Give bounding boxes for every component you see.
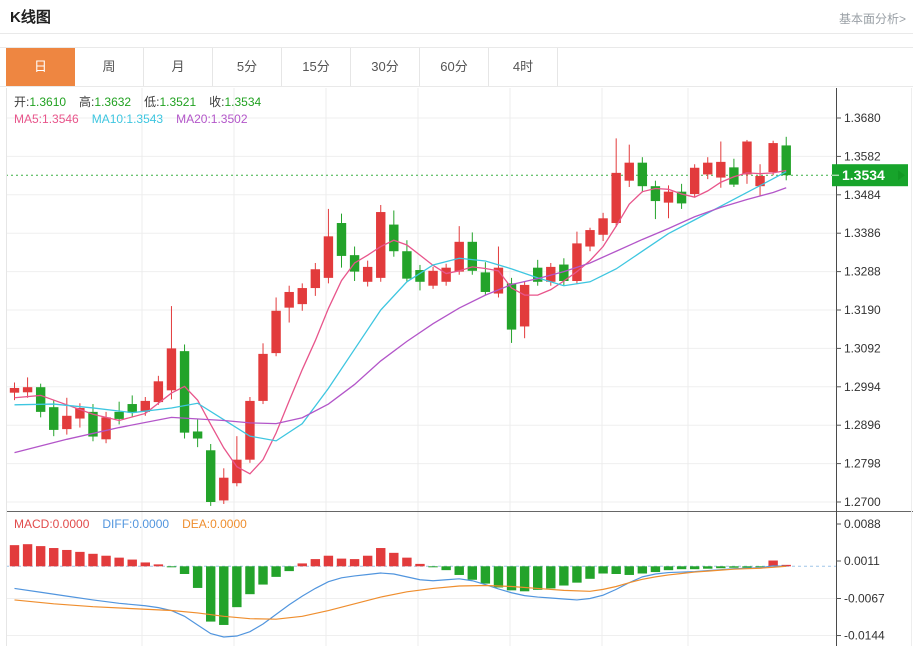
macd-legend: MACD:0.0000 DIFF:0.0000 DEA:0.0000 bbox=[14, 517, 260, 531]
svg-text:0.0088: 0.0088 bbox=[844, 517, 881, 531]
svg-text:1.3092: 1.3092 bbox=[844, 341, 881, 355]
svg-text:1.2700: 1.2700 bbox=[844, 495, 881, 509]
tab-month[interactable]: 月 bbox=[144, 48, 213, 86]
diff-line bbox=[14, 565, 787, 638]
svg-text:-0.0144: -0.0144 bbox=[844, 629, 885, 643]
legend-item: 收:1.3534 bbox=[209, 95, 262, 109]
legend-item: MACD:0.0000 bbox=[14, 517, 90, 531]
ohlc-legend: 开:1.3610 高:1.3632 低:1.3521 收:1.3534 bbox=[14, 93, 274, 110]
tab-60min[interactable]: 60分 bbox=[420, 48, 489, 86]
plot-borders bbox=[6, 88, 912, 646]
fundamental-analysis-link[interactable]: 基本面分析> bbox=[838, 12, 906, 26]
svg-text:1.3484: 1.3484 bbox=[844, 188, 881, 202]
svg-text:1.3190: 1.3190 bbox=[844, 303, 881, 317]
svg-text:1.3680: 1.3680 bbox=[844, 111, 881, 125]
tab-4hour[interactable]: 4时 bbox=[489, 48, 558, 86]
ma-legend: MA5:1.3546 MA10:1.3543 MA20:1.3502 bbox=[14, 112, 261, 126]
tab-30min[interactable]: 30分 bbox=[351, 48, 420, 86]
tabbar-bottom-border bbox=[0, 86, 913, 87]
dea-line bbox=[14, 565, 787, 620]
ma10-line bbox=[14, 171, 787, 442]
price-axis-labels: 1.3680 1.3582 1.3484 1.3386 1.3288 1.3190 1.30… bbox=[836, 111, 881, 509]
legend-item: 低:1.3521 bbox=[144, 95, 197, 109]
svg-text:-0.0067: -0.0067 bbox=[844, 592, 885, 606]
svg-text:1.3386: 1.3386 bbox=[844, 226, 881, 240]
svg-text:1.3582: 1.3582 bbox=[844, 149, 881, 163]
current-price-tag: 1.3534 bbox=[832, 164, 908, 187]
page-title: K线图 bbox=[10, 9, 51, 26]
ma20-line bbox=[14, 187, 787, 454]
candles-layer bbox=[9, 136, 791, 506]
legend-item: DIFF:0.0000 bbox=[102, 517, 170, 531]
tab-day[interactable]: 日 bbox=[6, 48, 75, 86]
svg-text:1.2994: 1.2994 bbox=[844, 380, 881, 394]
svg-text:1.2798: 1.2798 bbox=[844, 457, 881, 471]
macd-axis-labels: 0.0088 0.0011 -0.0067 -0.0144 bbox=[836, 517, 885, 643]
legend-item: MA5:1.3546 bbox=[14, 112, 79, 126]
svg-text:0.0011: 0.0011 bbox=[844, 554, 880, 568]
tab-week[interactable]: 周 bbox=[75, 48, 144, 86]
legend-item: DEA:0.0000 bbox=[182, 517, 247, 531]
legend-item: MA10:1.3543 bbox=[91, 112, 164, 126]
ma5-line bbox=[14, 169, 787, 475]
macd-histogram bbox=[9, 544, 791, 625]
legend-item: 开:1.3610 bbox=[14, 95, 67, 109]
legend-item: 高:1.3632 bbox=[79, 95, 132, 109]
tab-15min[interactable]: 15分 bbox=[282, 48, 351, 86]
interval-tabbar: 日周月 5分 15分 30分 60分 4时 bbox=[6, 48, 558, 86]
header-divider bbox=[0, 33, 913, 34]
svg-text:1.3288: 1.3288 bbox=[844, 265, 881, 279]
svg-text:1.2896: 1.2896 bbox=[844, 418, 881, 432]
tab-5min[interactable]: 5分 bbox=[213, 48, 282, 86]
kline-chart-canvas[interactable]: 1.3680 1.3582 1.3484 1.3386 1.3288 1.3190 1.30… bbox=[0, 88, 913, 646]
svg-text:1.3534: 1.3534 bbox=[842, 167, 885, 183]
tabbar-top-border bbox=[0, 47, 913, 48]
legend-item: MA20:1.3502 bbox=[176, 112, 248, 126]
